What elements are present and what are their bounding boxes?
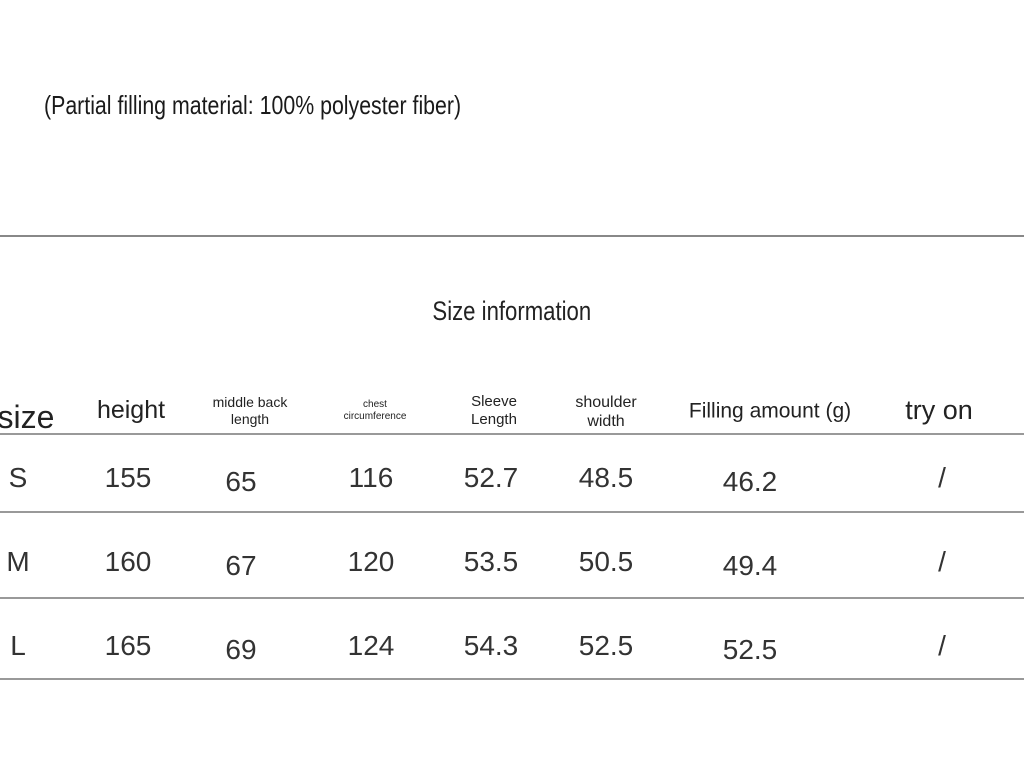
table-cell: 52.5 [578,630,634,661]
row-line [0,511,1024,513]
table-cell: 155 [104,462,152,493]
table-cell: 46.2 [722,466,778,497]
column-header: Filling amount (g) [688,399,852,423]
table-cell: / [938,546,946,577]
table-cell: / [938,630,946,661]
table-cell: 116 [348,462,394,493]
table-cell: 67 [225,550,257,581]
table-cell: M [6,546,30,577]
divider [0,235,1024,237]
table-cell: 53.5 [463,546,519,577]
table-cell: 52.7 [463,462,519,493]
table-cell: 165 [104,630,152,661]
row-line [0,433,1024,435]
table-cell: 50.5 [578,546,634,577]
table-cell: 54.3 [463,630,519,661]
row-line [0,597,1024,599]
table-cell: / [938,462,946,493]
table-cell: 49.4 [722,550,778,581]
column-header: middle back length [212,394,288,427]
row-line [0,678,1024,680]
column-header: Sleeve Length [471,393,517,428]
table-cell: 48.5 [578,462,634,493]
table-cell: L [10,630,26,661]
table-cell: 120 [347,546,395,577]
column-header: try on [905,394,973,425]
material-note: (Partial filling material: 100% polyeste… [44,90,462,120]
table-cell: 160 [104,546,152,577]
table-title: Size information [0,296,1024,327]
column-header: size [0,398,55,435]
table-cell: 124 [347,630,395,661]
table-cell: 65 [225,466,257,497]
column-header: shoulder width [575,393,637,430]
table-cell: 69 [225,634,257,665]
column-header: height [96,396,166,424]
column-header: chest circumference [343,399,407,422]
table-cell: S [8,462,28,493]
title-text: Size information [432,296,592,326]
table-cell: 52.5 [722,634,778,665]
